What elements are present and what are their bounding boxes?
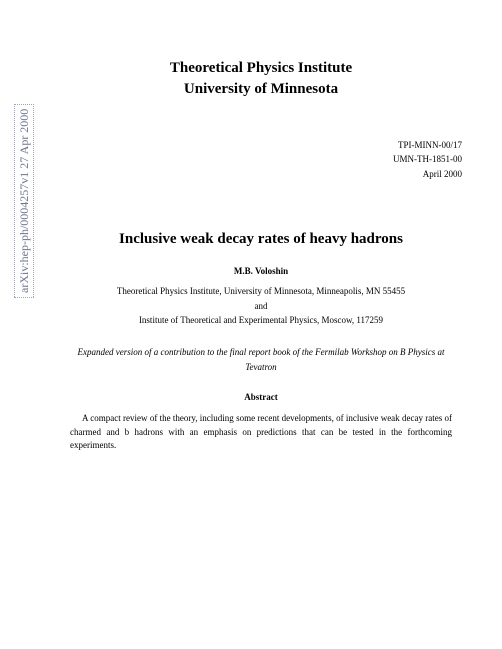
report-id-2: UMN-TH-1851-00 <box>60 152 462 166</box>
page-container: Theoretical Physics Institute University… <box>0 0 502 493</box>
arxiv-stamp: arXiv:hep-ph/0004257v1 27 Apr 2000 <box>14 104 34 298</box>
abstract-body: A compact review of the theory, includin… <box>70 412 452 453</box>
report-date: April 2000 <box>60 167 462 181</box>
affiliation-block: Theoretical Physics Institute, Universit… <box>60 284 462 327</box>
affiliation-1: Theoretical Physics Institute, Universit… <box>60 284 462 298</box>
report-id-1: TPI-MINN-00/17 <box>60 138 462 152</box>
paper-title: Inclusive weak decay rates of heavy hadr… <box>60 231 462 248</box>
abstract-heading: Abstract <box>60 392 462 402</box>
affiliation-and: and <box>60 299 462 313</box>
university-name: University of Minnesota <box>60 81 462 98</box>
report-id-block: TPI-MINN-00/17 UMN-TH-1851-00 April 2000 <box>60 138 462 181</box>
institute-name: Theoretical Physics Institute <box>60 60 462 77</box>
author-name: M.B. Voloshin <box>60 266 462 276</box>
contribution-note: Expanded version of a contribution to th… <box>70 345 452 374</box>
affiliation-2: Institute of Theoretical and Experimenta… <box>60 313 462 327</box>
